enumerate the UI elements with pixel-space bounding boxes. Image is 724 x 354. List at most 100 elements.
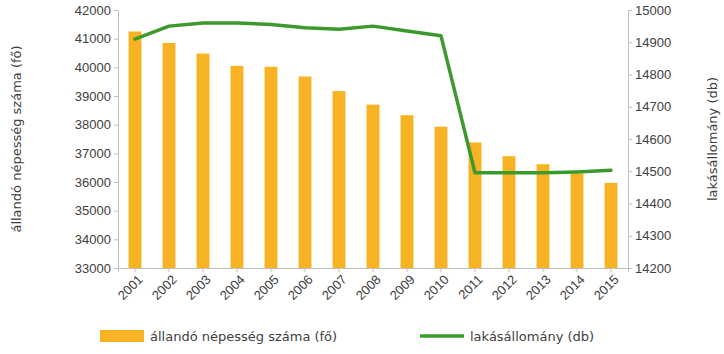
y-axis-tick-label: 35000 [75, 203, 111, 218]
legend-swatch [420, 334, 464, 338]
x-axis-tick: 2003 [183, 268, 214, 303]
y2-axis-line [629, 11, 633, 269]
x-axis-tick-label: 2004 [217, 272, 248, 303]
marks [129, 23, 618, 268]
y-axis: 33000 34000 35000 36000 37000 38000 39000 40000… [75, 3, 119, 276]
y2-axis-tick: 14500 [628, 164, 671, 179]
bar [333, 91, 346, 268]
y-axis-tick: 36000 [75, 175, 118, 190]
y-axis-tick-mark [114, 211, 118, 212]
y2-axis-tick: 14700 [628, 99, 671, 114]
y-axis-tick: 39000 [75, 89, 118, 104]
y2-axis-tick: 14800 [628, 67, 671, 82]
x-axis-tick-label: 2001 [115, 272, 146, 303]
x-axis-tick-label: 2005 [251, 272, 282, 303]
y2-axis-tick-label: 14800 [635, 67, 671, 82]
y-axis-tick-label: 41000 [75, 31, 111, 46]
y-axis-line [114, 11, 119, 269]
y2-axis-tick-mark [628, 75, 632, 76]
y2-axis-tick: 14300 [628, 228, 671, 243]
y-axis-tick-mark [114, 67, 118, 68]
y-axis-title: állandó népesség száma (fő) [9, 45, 24, 232]
y2-axis-tick: 15000 [628, 3, 671, 18]
bar [605, 183, 618, 268]
y2-axis-tick: 14600 [628, 132, 671, 147]
y-axis-tick-label: 36000 [75, 175, 111, 190]
y-axis-tick-mark [114, 239, 118, 240]
bar [129, 32, 142, 269]
y-axis-tick-mark [114, 10, 118, 11]
x-axis-tick-label: 2011 [455, 272, 485, 302]
y-axis-tick-label: 37000 [75, 146, 111, 161]
y-axis-tick-label: 38000 [75, 117, 111, 132]
y2-axis-tick-label: 14600 [635, 132, 671, 147]
y2-axis-title: lakásállomány (db) [705, 77, 720, 201]
y-axis-tick-mark [114, 39, 118, 40]
legend-label: állandó népesség száma (fő) [150, 329, 337, 344]
x-axis-tick: 2013 [523, 268, 554, 303]
x-axis-tick: 2008 [353, 268, 384, 303]
x-axis-line [119, 269, 629, 273]
y-axis-tick-mark [114, 182, 118, 183]
y2-axis-tick-label: 14500 [635, 164, 671, 179]
bar [571, 173, 584, 268]
y-axis-tick-mark [114, 153, 118, 154]
x-axis-tick-label: 2006 [285, 272, 316, 303]
x-axis-tick: 2005 [251, 268, 282, 303]
y-axis-tick: 38000 [75, 117, 118, 132]
bar [435, 127, 448, 268]
legend: állandó népesség száma (fő) lakásállomány… [100, 329, 594, 344]
x-axis-tick-label: 2007 [319, 272, 350, 303]
y2-axis-tick: 14900 [628, 35, 671, 50]
y2-axis-tick-mark [628, 171, 632, 172]
x-axis-tick: 2001 [115, 268, 146, 303]
legend-swatch [100, 330, 144, 342]
bar [163, 43, 176, 268]
x-axis-tick: 2006 [285, 268, 316, 303]
x-axis: 2001200220032004200520062007200820092010… [115, 268, 629, 303]
bar [197, 54, 210, 268]
legend-item: lakásállomány (db) [420, 329, 594, 344]
y2-axis: 14200 14300 14400 14500 14600 14700 14800 14900… [628, 3, 671, 276]
x-axis-tick: 2011 [455, 268, 485, 302]
chart: 2001200220032004200520062007200820092010… [0, 0, 724, 354]
x-axis-tick: 2004 [217, 268, 248, 303]
x-axis-tick-label: 2014 [557, 272, 588, 303]
y2-axis-tick-label: 15000 [635, 3, 671, 18]
x-axis-tick-label: 2012 [489, 272, 520, 303]
y2-axis-tick-label: 14900 [635, 35, 671, 50]
bar-series [129, 32, 618, 269]
x-axis-tick-label: 2013 [523, 272, 554, 303]
y-axis-tick: 33000 [75, 261, 118, 276]
x-axis-tick-label: 2010 [421, 272, 452, 303]
y-axis-tick: 40000 [75, 60, 118, 75]
y2-axis-tick-mark [628, 236, 632, 237]
y-axis-tick: 37000 [75, 146, 118, 161]
x-axis-tick-label: 2015 [591, 272, 622, 303]
y2-axis-tick: 14200 [628, 261, 671, 276]
y2-axis-tick-label: 14300 [635, 228, 671, 243]
y2-axis-tick: 14400 [628, 196, 671, 211]
x-axis-tick-label: 2002 [149, 272, 180, 303]
y-axis-tick-mark [114, 125, 118, 126]
y-axis-tick: 42000 [75, 3, 118, 18]
y-axis-tick-label: 33000 [75, 261, 111, 276]
bar [231, 66, 244, 268]
y-axis-tick-label: 40000 [75, 60, 111, 75]
y2-axis-tick-mark [628, 10, 632, 11]
x-axis-tick-label: 2009 [387, 272, 418, 303]
legend-item: állandó népesség száma (fő) [100, 329, 337, 344]
y-axis-tick-mark [114, 268, 118, 269]
y-axis-tick-mark [114, 96, 118, 97]
bar [537, 164, 550, 268]
x-axis-tick: 2009 [387, 268, 418, 303]
y2-axis-tick-mark [628, 139, 632, 140]
y2-axis-tick-mark [628, 204, 632, 205]
x-axis-tick: 2002 [149, 268, 180, 303]
x-axis-tick: 2014 [557, 268, 588, 303]
x-axis-tick: 2015 [591, 268, 622, 303]
y-axis-tick-label: 42000 [75, 3, 111, 18]
y-axis-tick: 34000 [75, 232, 118, 247]
legend-label: lakásállomány (db) [470, 329, 594, 344]
line [135, 23, 611, 173]
